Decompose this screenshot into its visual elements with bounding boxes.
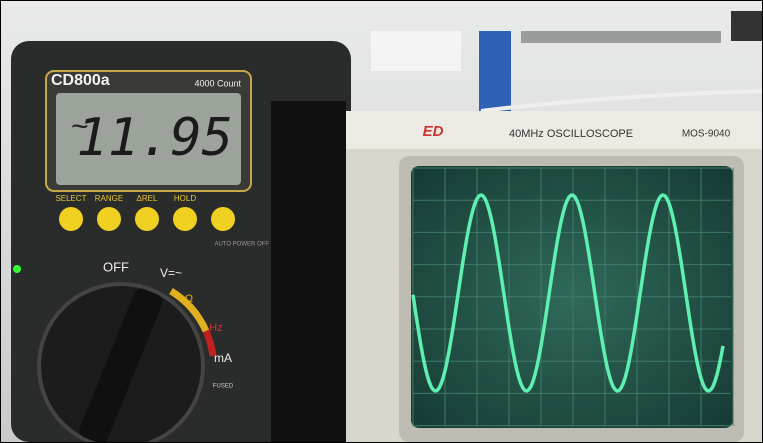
dial-label: Ω (185, 293, 193, 305)
auto-off-label: AUTO POWER OFF (214, 242, 269, 248)
button-label: RANGE (95, 194, 123, 203)
button-label: ΔREL (137, 194, 158, 203)
dial-label: mA (214, 351, 232, 365)
scope-model: MOS-9040 (682, 129, 731, 140)
button (173, 207, 197, 231)
scope-title: 40MHz OSCILLOSCOPE (509, 128, 633, 140)
dial-label: V=~ (160, 266, 182, 280)
blue-panel (479, 31, 511, 111)
led (13, 265, 21, 273)
count-label: 4000 Count (194, 78, 241, 88)
button (97, 207, 121, 231)
dial-label: Hz (209, 322, 222, 334)
dial-label: OFF (103, 259, 129, 274)
shelf (521, 31, 721, 43)
multimeter-side (271, 101, 346, 442)
brand: CD800a (51, 72, 110, 89)
photo: CD800a 4000 Count ~ 11.95 SELECTRANGEΔRE… (0, 0, 763, 443)
button (59, 207, 83, 231)
logo: ED (423, 123, 444, 140)
button (211, 207, 235, 231)
button (135, 207, 159, 231)
button-label: HOLD (174, 194, 196, 203)
dial-label: FUSED (213, 384, 234, 390)
shelf-item (371, 31, 461, 71)
reading: 11.95 (76, 108, 233, 168)
scene: CD800a 4000 Count ~ 11.95 SELECTRANGEΔRE… (1, 1, 762, 442)
shelf-item (731, 11, 762, 41)
button-label: SELECT (55, 194, 86, 203)
